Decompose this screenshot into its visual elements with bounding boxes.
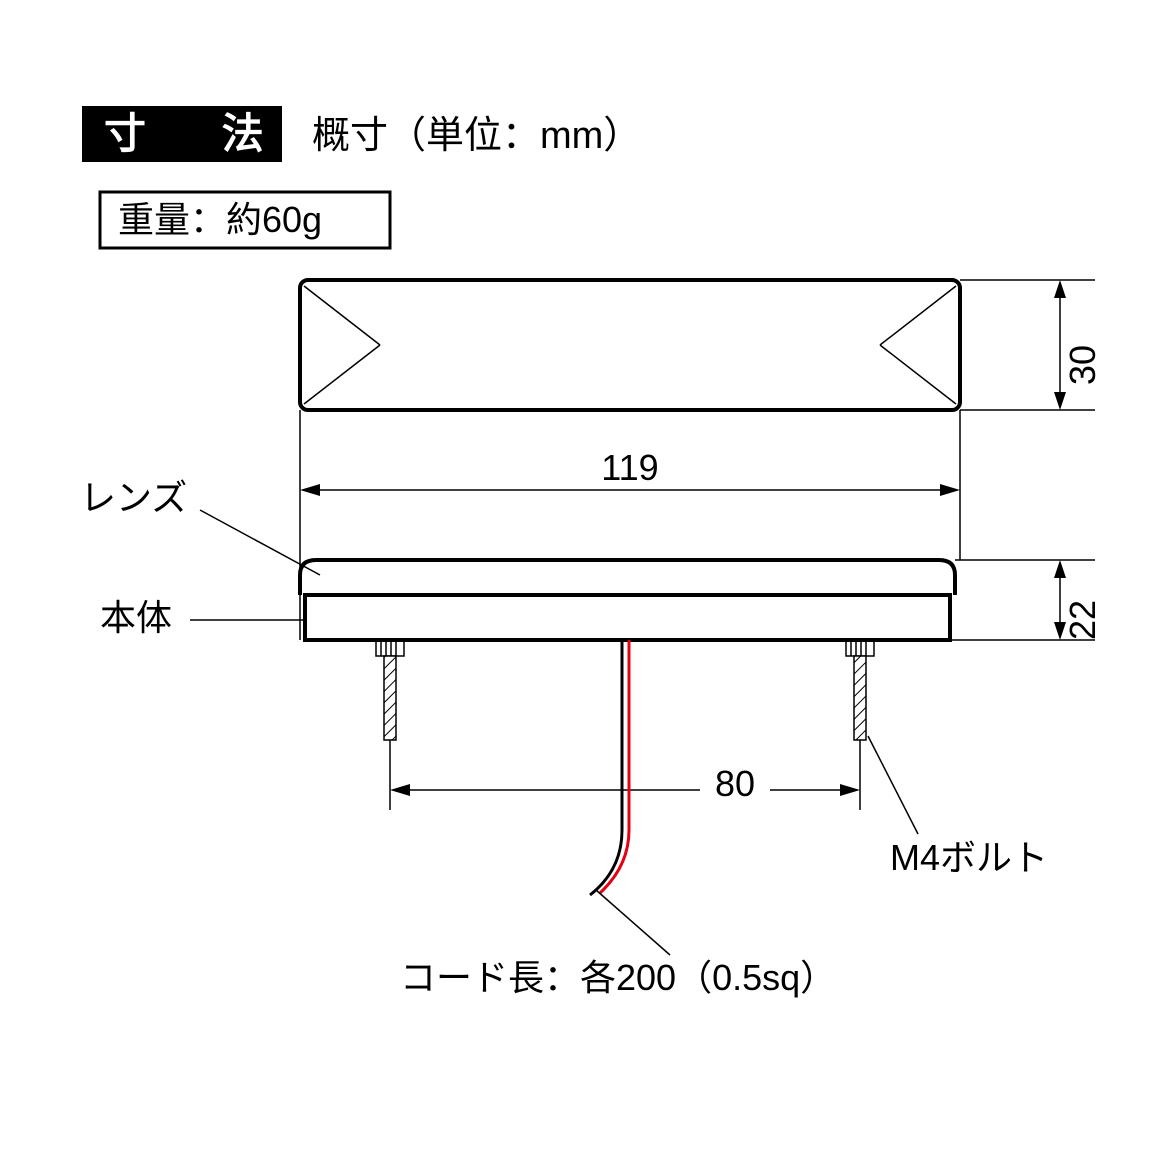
header-badge-text: 寸 法 [104,110,280,157]
wire-red [600,640,629,893]
diagram-svg: 寸 法 概寸（単位：mm） 重量：約60g 30 119 [0,0,1170,1159]
dim-119-text: 119 [601,447,658,488]
side-view [300,560,955,640]
header-subtitle: 概寸（単位：mm） [312,115,641,157]
label-lens: レンズ [80,477,187,518]
dim-22-text: 22 [1062,600,1103,640]
dim-80: 80 [390,740,860,810]
page: { "header": { "badge": "寸 法", "subtitle"… [0,0,1170,1159]
front-view [300,280,960,410]
dim-119: 119 [300,447,960,496]
dim-30-text: 30 [1062,345,1103,385]
dim-80-text: 80 [715,763,755,804]
bolt-right [846,640,874,740]
weight-text: 重量：約60g [118,199,322,240]
dim-30: 30 [1054,280,1103,410]
bolt-left [376,640,404,740]
label-cord: コード長：各200（0.5sq） [400,957,836,998]
wires [590,640,629,895]
label-bolt: M4ボルト [890,837,1048,878]
label-body: 本体 [100,597,172,638]
dim-22: 22 [1054,560,1103,640]
